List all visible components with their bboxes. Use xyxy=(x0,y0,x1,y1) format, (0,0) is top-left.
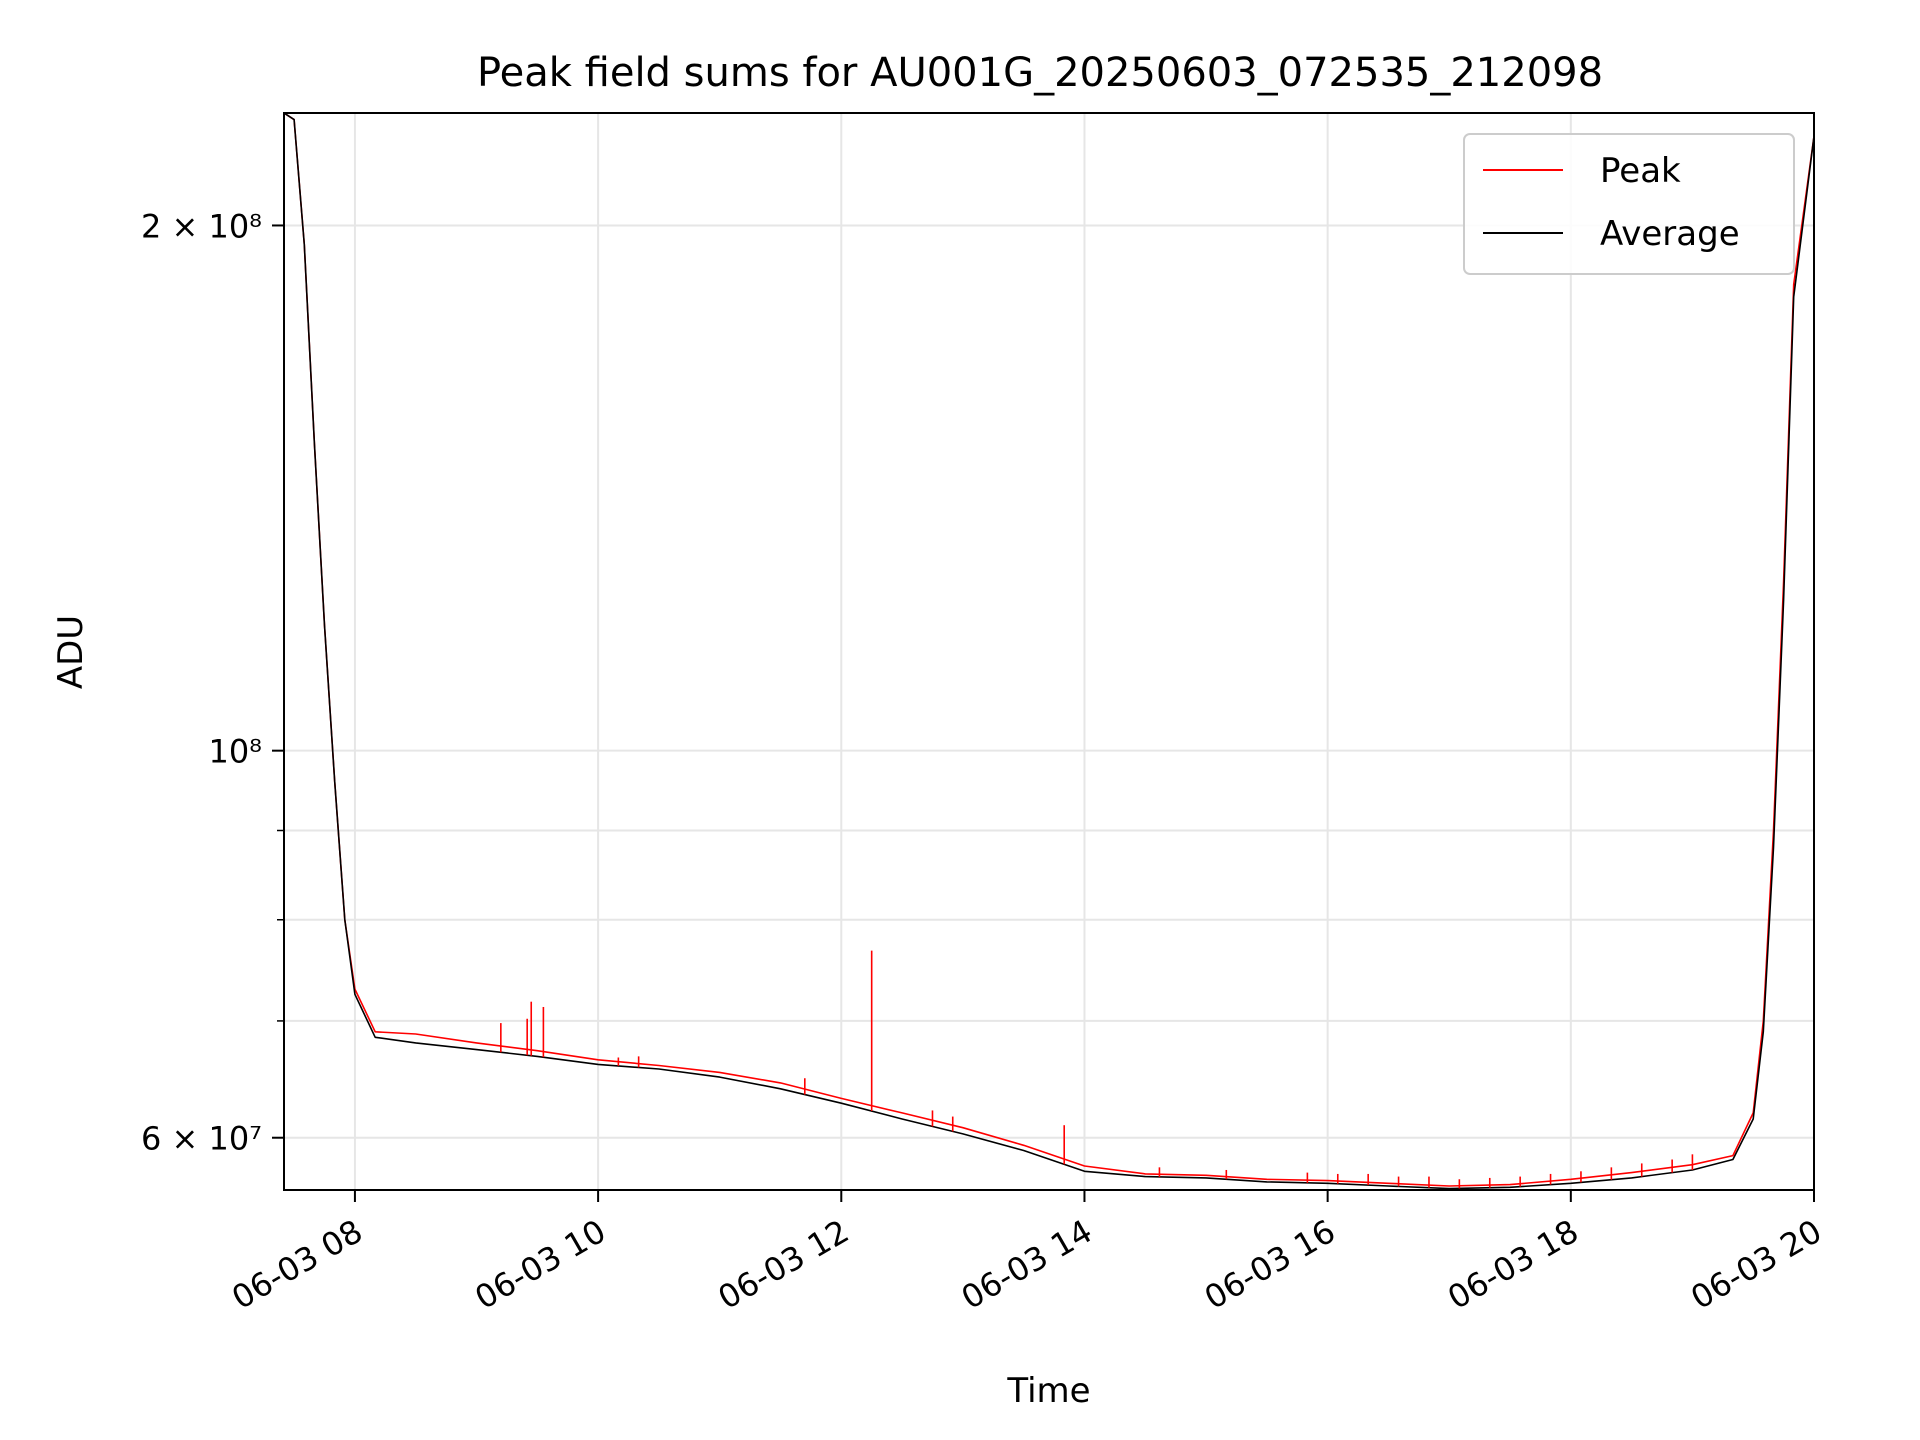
y-axis: 6 × 10⁷ 10⁸ 2 × 10⁸ xyxy=(141,207,284,1158)
legend-peak-label: Peak xyxy=(1600,151,1681,191)
legend: Peak Average xyxy=(1463,133,1795,275)
legend-average-label: Average xyxy=(1600,214,1740,254)
plot-frame xyxy=(283,112,1815,1191)
plot-background xyxy=(284,113,1814,1190)
y-tick-label: 2 × 10⁸ xyxy=(141,207,262,245)
series-layer xyxy=(284,113,1814,1190)
y-axis-label: ADU xyxy=(51,615,91,689)
y-tick-label: 10⁸ xyxy=(208,733,262,771)
y-tick-label: 6 × 10⁷ xyxy=(141,1120,262,1158)
chart-title: Peak field sums for AU001G_20250603_0725… xyxy=(477,50,1603,96)
average-series-line xyxy=(284,113,1814,1190)
x-axis-label: Time xyxy=(1006,1371,1090,1411)
plot-area xyxy=(283,112,1815,1191)
